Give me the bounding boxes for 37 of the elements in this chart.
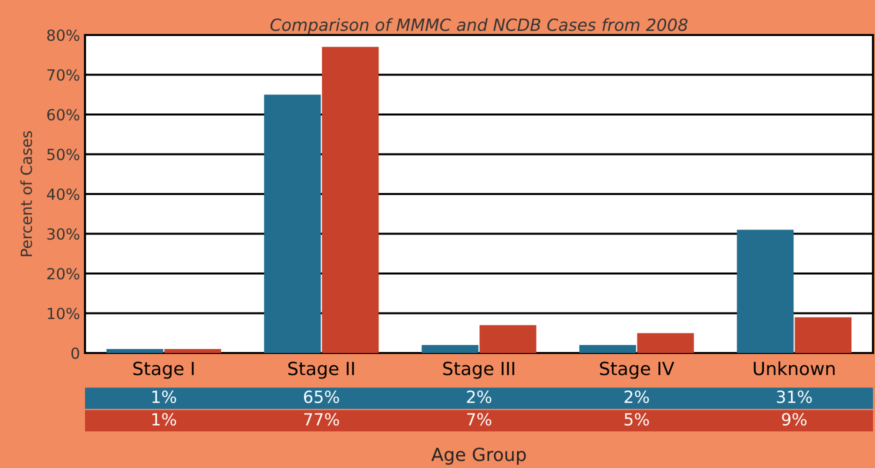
x-tick-label: Stage I (133, 362, 194, 379)
y-tick-label: 40% (46, 188, 80, 200)
bar (794, 317, 852, 353)
y-tick-label: 30% (47, 228, 80, 240)
x-tick-label: Stage IV (600, 362, 674, 379)
y-tick-label: 70% (47, 69, 80, 81)
bar (106, 349, 164, 353)
data-label: 1% (152, 390, 176, 404)
data-label: 1% (152, 412, 176, 426)
data-label: 2% (624, 390, 649, 404)
data-label: 77% (304, 412, 339, 426)
bar (164, 349, 222, 353)
data-label: 5% (624, 412, 649, 426)
bar (322, 46, 379, 353)
bar (637, 333, 694, 353)
x-tick-label: Stage II (288, 362, 354, 379)
y-tick-label: 10% (48, 308, 80, 320)
x-tick-label: Stage III (443, 362, 514, 379)
y-tick-label: 50% (47, 148, 80, 160)
bar (264, 94, 321, 353)
x-tick-label: Unknown (754, 361, 835, 376)
data-label: 9% (782, 412, 806, 426)
y-tick-label: 60% (47, 108, 80, 121)
x-axis-title: Age Group (431, 448, 526, 465)
data-label: 7% (467, 412, 492, 426)
y-axis-title: Percent of Cases (20, 131, 32, 256)
bar (579, 345, 636, 353)
bar (736, 230, 794, 353)
data-label: 65% (304, 390, 339, 404)
data-label: 31% (776, 390, 812, 404)
y-tick-label: 80% (47, 29, 80, 42)
y-tick-label: 0 (71, 347, 80, 360)
bar (422, 345, 478, 353)
data-label: 2% (467, 390, 492, 404)
bar (480, 325, 536, 353)
y-tick-label: 20% (47, 268, 80, 280)
chart-title: Comparison of MMMC and NCDB Cases from 2008 (270, 18, 688, 34)
